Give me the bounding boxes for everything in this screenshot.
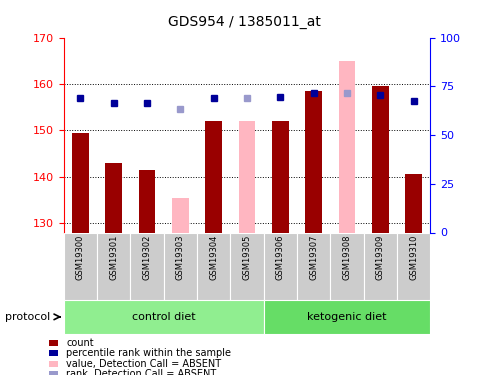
Bar (271, 121, 288, 232)
Bar (138, 170, 155, 232)
Bar (197, 232, 230, 300)
Bar (63, 300, 263, 334)
Text: ketogenic diet: ketogenic diet (306, 312, 386, 322)
Bar (97, 232, 130, 300)
Bar (72, 133, 88, 232)
Bar (172, 198, 188, 232)
Text: GSM19301: GSM19301 (109, 234, 118, 280)
Text: count: count (66, 338, 93, 348)
Bar (205, 121, 222, 232)
Text: GSM19304: GSM19304 (209, 234, 218, 280)
Bar (63, 232, 97, 300)
Bar (305, 91, 321, 232)
Bar (238, 121, 255, 232)
Bar (363, 232, 396, 300)
Text: GSM19308: GSM19308 (342, 234, 351, 280)
Bar (338, 61, 355, 232)
Bar (405, 174, 421, 232)
Bar (263, 300, 429, 334)
Bar (329, 232, 363, 300)
Bar (396, 232, 429, 300)
Bar (130, 232, 163, 300)
Text: GSM19300: GSM19300 (76, 234, 84, 280)
Bar (296, 232, 329, 300)
Text: GSM19310: GSM19310 (408, 234, 417, 280)
Text: percentile rank within the sample: percentile rank within the sample (66, 348, 230, 358)
Text: GSM19305: GSM19305 (242, 234, 251, 280)
Text: GSM19302: GSM19302 (142, 234, 151, 280)
Text: GSM19307: GSM19307 (308, 234, 318, 280)
Bar (105, 163, 122, 232)
Text: control diet: control diet (131, 312, 195, 322)
Bar (263, 232, 296, 300)
Bar (371, 86, 388, 232)
Text: GSM19303: GSM19303 (175, 234, 184, 280)
Bar (163, 232, 197, 300)
Text: GDS954 / 1385011_at: GDS954 / 1385011_at (168, 15, 320, 29)
Text: protocol: protocol (5, 312, 50, 322)
Text: rank, Detection Call = ABSENT: rank, Detection Call = ABSENT (66, 369, 216, 375)
Bar (230, 232, 263, 300)
Text: value, Detection Call = ABSENT: value, Detection Call = ABSENT (66, 359, 221, 369)
Text: GSM19309: GSM19309 (375, 234, 384, 280)
Text: GSM19306: GSM19306 (275, 234, 284, 280)
